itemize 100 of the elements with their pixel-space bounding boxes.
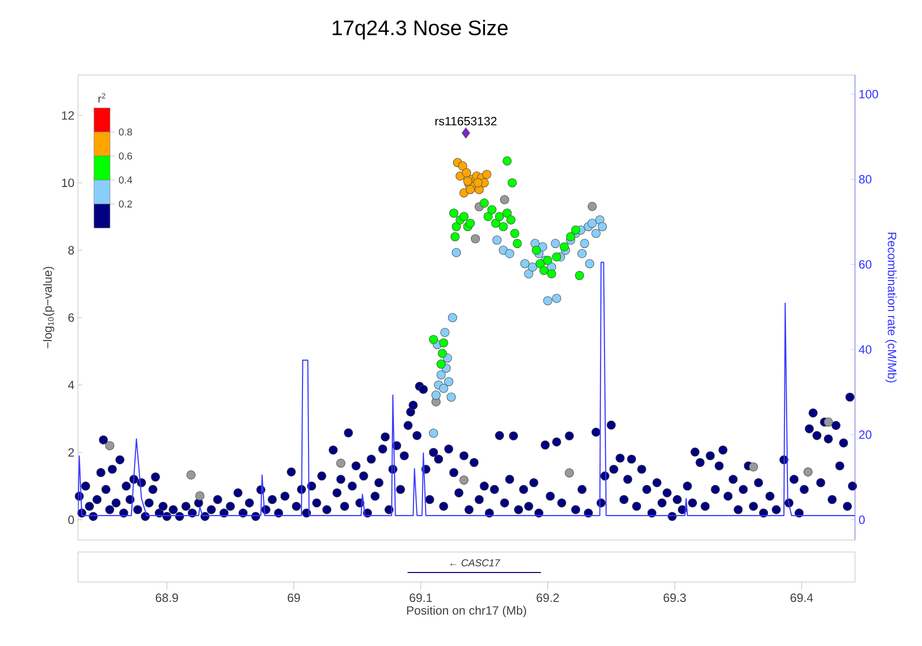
y2-tick-label: 20: [859, 430, 872, 439]
y-axis-title: −log$_{10}$(p−value): [43, 266, 54, 348]
point: [803, 467, 813, 476]
point: [428, 334, 438, 344]
x-tick-label: 69.2: [536, 594, 559, 602]
point: [494, 212, 504, 222]
point: [506, 215, 516, 224]
point: [336, 458, 346, 468]
point: [824, 418, 833, 427]
y-tick-label: 12: [62, 111, 74, 120]
point: [552, 294, 562, 303]
point: [466, 185, 475, 194]
point: [500, 195, 510, 204]
point: [508, 178, 517, 188]
point: [440, 328, 450, 337]
point: [459, 212, 469, 222]
point: [505, 249, 514, 258]
y2-axis-title: Recombination rate (cM/Mb): [885, 232, 897, 382]
point: [512, 238, 522, 248]
text: ← CASC17: [450, 559, 500, 566]
point: [498, 222, 508, 232]
point: [564, 468, 574, 478]
point: [543, 296, 552, 306]
y-tick-label: 2: [68, 448, 74, 457]
point: [560, 242, 569, 252]
y2-tick-label: 60: [859, 260, 872, 269]
point: [482, 170, 492, 179]
point: [431, 390, 441, 400]
point: [547, 269, 556, 278]
point: [571, 225, 580, 235]
x-tick-label: 68.9: [156, 594, 178, 602]
point: [439, 384, 448, 393]
point: [539, 266, 548, 275]
point: [748, 462, 758, 472]
y2-tick-label: 0: [859, 516, 865, 524]
x-tick-label: 69: [288, 594, 300, 602]
x-tick-label: 69.1: [410, 594, 432, 602]
point: [598, 222, 607, 232]
y-tick-label: 0.8: [118, 128, 132, 136]
y-tick-label: 0.2: [118, 200, 132, 208]
point: [462, 168, 472, 178]
y2-tick-label: 80: [859, 175, 872, 184]
point: [580, 238, 590, 248]
y2-tick-label: 100: [859, 90, 878, 98]
point: [536, 259, 545, 268]
point: [588, 202, 597, 211]
point: [449, 208, 458, 218]
y-tick-label: 0: [68, 516, 74, 524]
point: [428, 428, 438, 438]
point: [436, 370, 446, 380]
y2-tick-label: 40: [858, 345, 872, 354]
point: [450, 232, 460, 242]
point: [436, 360, 446, 369]
y-tick-label: 0.4: [118, 176, 132, 184]
point: [502, 208, 512, 218]
point: [463, 176, 472, 186]
point: [105, 441, 114, 450]
point: [524, 269, 534, 278]
point: [487, 205, 496, 214]
point: [491, 218, 500, 228]
x-tick-label: 69.3: [664, 594, 686, 602]
y-tick-label: 8: [68, 246, 74, 254]
point: [528, 262, 538, 272]
point: [195, 491, 204, 500]
point: [552, 252, 562, 262]
point: [532, 246, 541, 255]
point: [466, 218, 475, 228]
point: [473, 178, 482, 188]
point: [444, 377, 454, 386]
point: [446, 392, 456, 402]
point: [470, 234, 480, 244]
y-tick-label: 10: [62, 178, 74, 188]
y-tick-label: 4: [68, 380, 74, 390]
chart-title: 17q24.3 Nose Size: [332, 20, 508, 40]
point: [462, 128, 470, 138]
y-tick-label: 6: [68, 313, 74, 322]
point: [458, 161, 468, 171]
point: [186, 470, 196, 480]
y-tick-label: 0.6: [118, 152, 132, 160]
point: [574, 270, 584, 280]
point: [566, 232, 576, 242]
point: [438, 348, 447, 358]
point: [550, 238, 560, 248]
point: [459, 475, 469, 485]
point: [588, 218, 597, 228]
point: [543, 256, 552, 265]
point: [510, 228, 520, 238]
point: [502, 156, 512, 166]
point: [585, 259, 594, 268]
point: [448, 313, 458, 322]
annotation: rs11653132: [435, 116, 496, 126]
point: [452, 248, 461, 258]
point: [520, 259, 530, 268]
point: [439, 338, 448, 348]
point: [480, 198, 489, 208]
point: [484, 212, 493, 222]
x-axis-title: Position on chr17 (Mb): [407, 606, 526, 618]
x-tick-label: 69.4: [790, 594, 813, 602]
chart-title: r$^{2}$: [98, 93, 106, 102]
point: [591, 228, 601, 238]
